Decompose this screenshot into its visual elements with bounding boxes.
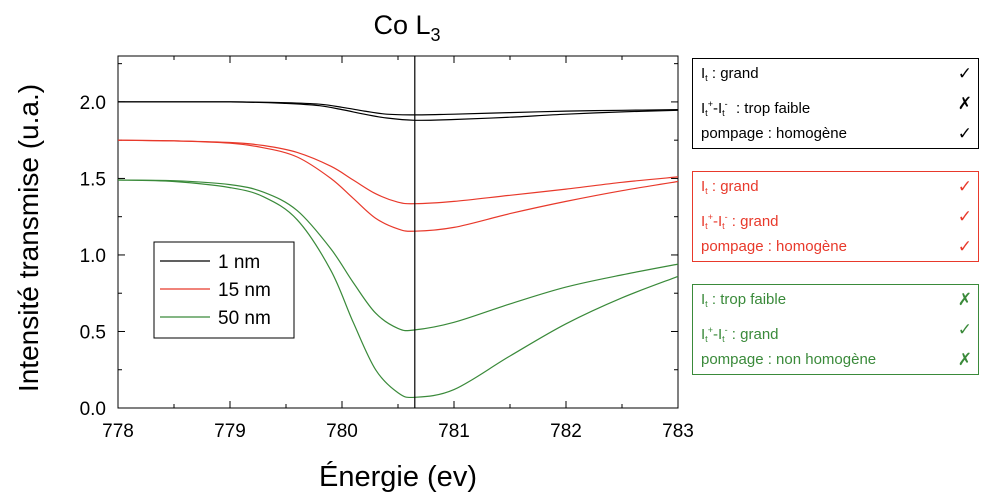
legend-label: 15 nm [218, 280, 271, 301]
chart-title-main: Co L [373, 10, 430, 40]
check-mark-icon: ✓ [957, 237, 972, 256]
cross-mark-icon: ✗ [957, 350, 972, 369]
note-label: It : trop faible [701, 291, 787, 309]
cross-mark-icon: ✗ [957, 94, 972, 113]
x-tick-label: 778 [102, 421, 134, 442]
x-tick-label: 783 [662, 421, 694, 442]
series-line-1-nm-2 [117, 101, 679, 121]
x-axis-label: Énergie (ev) [319, 460, 477, 493]
series-line-15-nm-1 [117, 139, 679, 205]
legend-label: 50 nm [218, 308, 271, 329]
note-row: It : trop faible ✗ [701, 290, 972, 310]
note-label: It : grand [701, 65, 759, 83]
y-tick-label: 0.5 [80, 322, 106, 343]
y-tick-label: 1.5 [80, 169, 106, 190]
note-label: It : grand [701, 178, 759, 196]
check-mark-icon: ✓ [957, 124, 972, 143]
check-mark-icon: ✓ [957, 64, 972, 83]
note-box: It : grand ✓ It+-It- : grand ✓ pompage : hom… [692, 171, 979, 262]
x-tick-label: 780 [326, 421, 358, 442]
note-row: pompage : homogène ✓ [701, 237, 972, 257]
x-tick-label: 779 [214, 421, 246, 442]
check-mark-icon: ✓ [957, 177, 972, 196]
note-label: It+-It- : trop faible [701, 99, 811, 118]
note-box: It : grand ✓ It+-It- : trop faible ✗ pompage… [692, 58, 979, 149]
check-mark-icon: ✓ [957, 320, 972, 339]
note-row: pompage : homogène ✓ [701, 124, 972, 144]
legend-label: 1 nm [218, 252, 260, 273]
note-row: It+-It- : grand ✓ [701, 320, 972, 344]
note-label: pompage : homogène [701, 238, 847, 255]
note-row: It+-It- : trop faible ✗ [701, 94, 972, 118]
x-tick-label: 782 [550, 421, 582, 442]
cross-mark-icon: ✗ [957, 290, 972, 309]
note-row: pompage : non homogène ✗ [701, 350, 972, 370]
legend-box [153, 241, 295, 339]
note-row: It : grand ✓ [701, 64, 972, 84]
x-tick-label: 781 [438, 421, 470, 442]
note-label: pompage : homogène [701, 125, 847, 142]
note-label: It+-It- : grand [701, 325, 779, 344]
y-axis-label: Intensité transmise (u.a.) [13, 84, 44, 392]
series-line-15-nm-2 [117, 139, 679, 232]
series-line-50-nm-2 [117, 179, 679, 399]
note-label: It+-It- : grand [701, 212, 779, 231]
y-tick-label: 0.0 [80, 399, 106, 420]
y-tick-label: 2.0 [80, 93, 106, 114]
note-row: It : grand ✓ [701, 177, 972, 197]
series-line-50-nm-1 [117, 179, 679, 332]
chart-title: Co L3 [373, 10, 440, 45]
chart-title-subscript: 3 [431, 25, 441, 45]
note-box: It : trop faible ✗ It+-It- : grand ✓ pompage… [692, 284, 979, 375]
y-tick-label: 1.0 [80, 246, 106, 267]
note-row: It+-It- : grand ✓ [701, 207, 972, 231]
check-mark-icon: ✓ [957, 207, 972, 226]
note-label: pompage : non homogène [701, 351, 877, 368]
plot-frame [117, 55, 679, 409]
